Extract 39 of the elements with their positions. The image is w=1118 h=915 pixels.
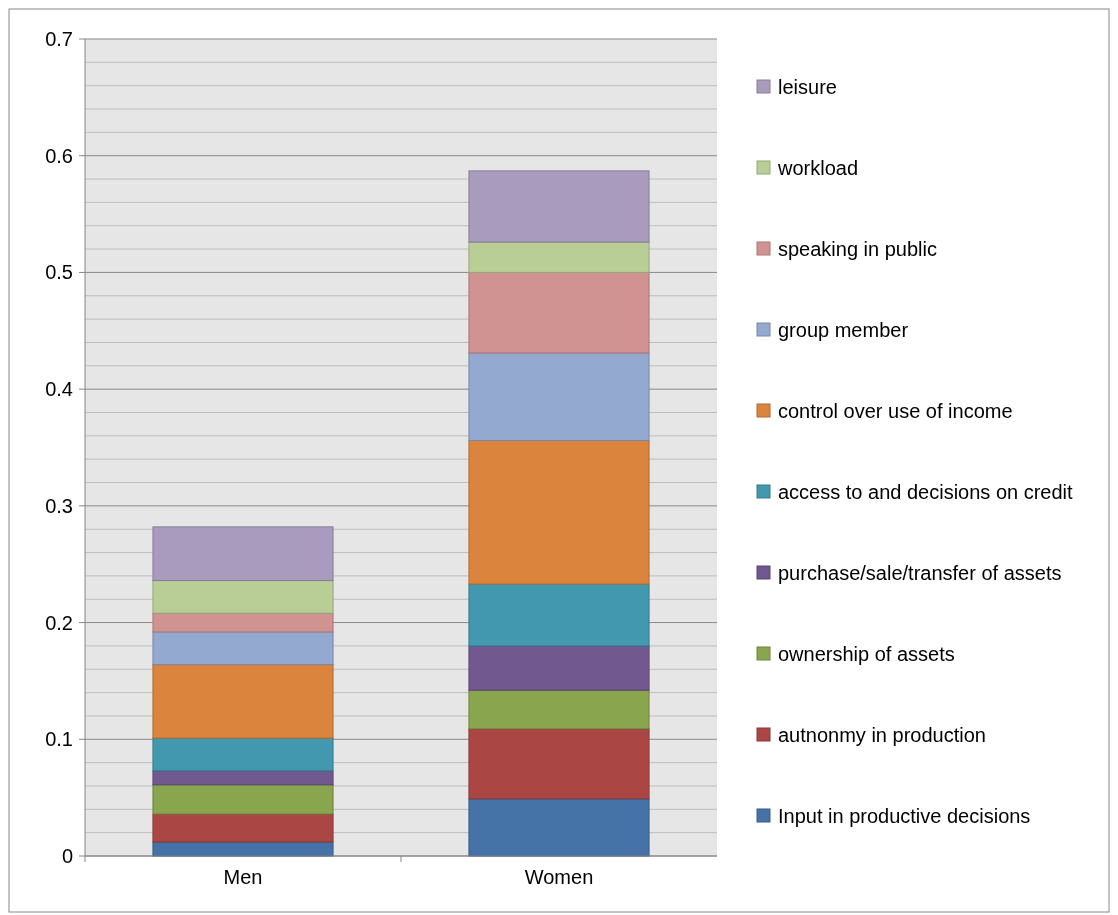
legend-label: group member	[778, 319, 909, 341]
y-tick-label: 0.7	[45, 28, 73, 50]
legend-label: access to and decisions on credit	[778, 481, 1074, 503]
x-tick-label: Men	[223, 866, 263, 888]
legend-label: Input in productive decisions	[778, 805, 1031, 827]
bar	[468, 689, 650, 730]
legend-label: ownership of assets	[778, 643, 955, 665]
legend-label: leisure	[778, 76, 837, 98]
legend-label: workload	[777, 157, 859, 179]
legend-label: autnonmy in production	[778, 724, 986, 746]
bar	[468, 271, 650, 354]
bar	[152, 631, 334, 666]
bar	[468, 645, 650, 691]
bar	[468, 170, 650, 243]
x-tick-label: Women	[524, 866, 594, 888]
bar	[152, 580, 334, 614]
y-tick-label: 0.6	[45, 144, 73, 167]
legend-label: control over use of income	[778, 400, 1013, 422]
bar	[468, 583, 650, 647]
bar	[468, 241, 650, 273]
bar	[152, 813, 334, 843]
legend-label: speaking in public	[778, 238, 937, 260]
bar	[468, 728, 650, 800]
y-tick-label: 0.4	[45, 378, 73, 401]
bar	[468, 440, 650, 585]
y-tick-label: 0.3	[45, 494, 73, 517]
bar	[152, 526, 334, 582]
y-tick-label: 0	[61, 845, 73, 867]
bar	[468, 798, 650, 857]
bar	[468, 352, 650, 441]
y-tick-label: 0.1	[45, 728, 73, 751]
bar	[152, 737, 334, 772]
legend-label: purchase/sale/transfer of assets	[778, 562, 1062, 584]
y-tick-label: 0.5	[45, 261, 73, 284]
bar	[152, 664, 334, 739]
bar	[152, 770, 334, 786]
y-tick-label: 0.2	[45, 611, 73, 634]
bar	[152, 784, 334, 815]
bar	[152, 612, 334, 633]
